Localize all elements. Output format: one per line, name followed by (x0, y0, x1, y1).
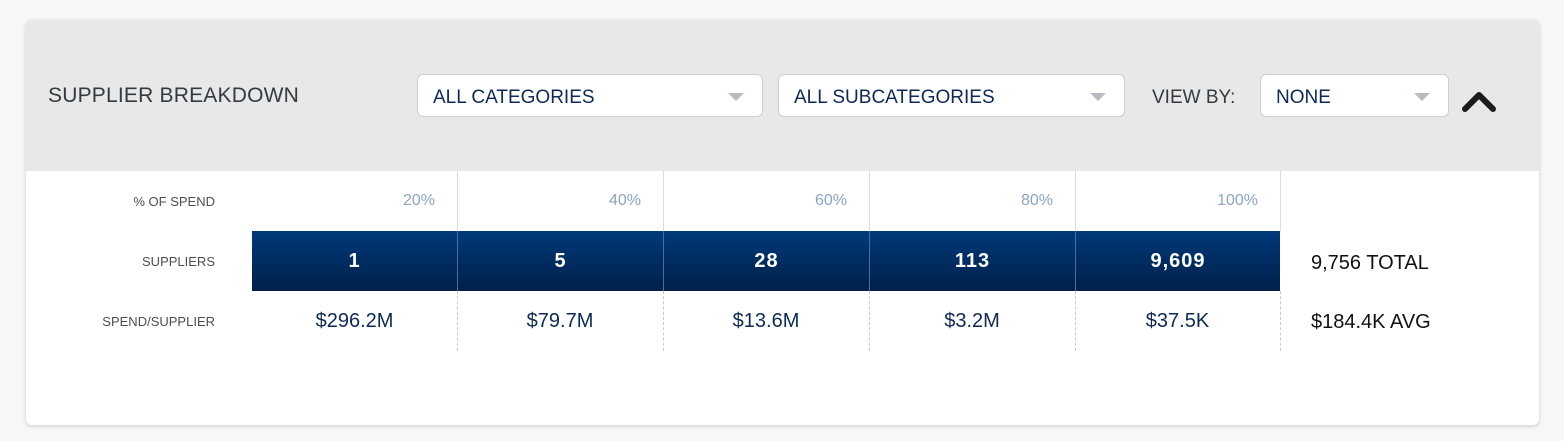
collapse-button[interactable] (1460, 82, 1498, 116)
spend-per-supplier-value: $13.6M (732, 310, 800, 332)
supplier-count-cell: 5 (457, 231, 663, 291)
spend-per-supplier-value: $3.2M (944, 310, 1000, 332)
chevron-down-icon (728, 93, 744, 101)
view-by-label: VIEW BY: (1152, 87, 1236, 108)
grid-line (663, 291, 664, 351)
grid-line (1280, 171, 1281, 231)
pct-tick: 20% (402, 192, 435, 209)
supplier-breakdown-card: SUPPLIER BREAKDOWN ALL CATEGORIES ALL SU… (26, 20, 1539, 425)
spend-per-supplier-value: $37.5K (1145, 310, 1210, 332)
pct-tick: 100% (1217, 192, 1258, 209)
view-by-dropdown[interactable]: NONE (1260, 74, 1449, 117)
spend-per-supplier-label: SPEND/SUPPLIER (102, 314, 215, 329)
supplier-count-cell: 9,609 (1075, 231, 1280, 291)
grid-line (1075, 171, 1076, 231)
suppliers-label: SUPPLIERS (142, 254, 215, 269)
category-dropdown[interactable]: ALL CATEGORIES (417, 74, 763, 117)
card-title: SUPPLIER BREAKDOWN (48, 84, 299, 107)
spend-per-supplier-value: $296.2M (315, 310, 394, 332)
supplier-count-cell: 1 (252, 231, 457, 291)
spend-average: $184.4K AVG (1311, 311, 1431, 333)
pct-tick: 40% (608, 192, 641, 209)
category-dropdown-value: ALL CATEGORIES (433, 87, 595, 108)
grid-line (869, 171, 870, 231)
view-by-dropdown-value: NONE (1276, 87, 1331, 108)
subcategory-dropdown-value: ALL SUBCATEGORIES (794, 87, 995, 108)
grid-line (1280, 291, 1281, 351)
pct-of-spend-label: % OF SPEND (133, 194, 215, 209)
spend-per-supplier-value: $79.7M (526, 310, 594, 332)
chevron-down-icon (1414, 93, 1430, 101)
grid-line (869, 291, 870, 351)
grid-line (1075, 291, 1076, 351)
chevron-down-icon (1090, 93, 1106, 101)
pct-tick: 60% (814, 192, 847, 209)
pct-tick: 80% (1020, 192, 1053, 209)
grid-line (457, 291, 458, 351)
card-header: SUPPLIER BREAKDOWN ALL CATEGORIES ALL SU… (26, 20, 1539, 171)
grid-line (663, 171, 664, 231)
supplier-total: 9,756 TOTAL (1311, 252, 1429, 274)
supplier-count-cell: 113 (869, 231, 1075, 291)
subcategory-dropdown[interactable]: ALL SUBCATEGORIES (778, 74, 1125, 117)
chevron-up-icon (1462, 92, 1496, 112)
grid-line (457, 171, 458, 231)
supplier-count-cell: 28 (663, 231, 869, 291)
